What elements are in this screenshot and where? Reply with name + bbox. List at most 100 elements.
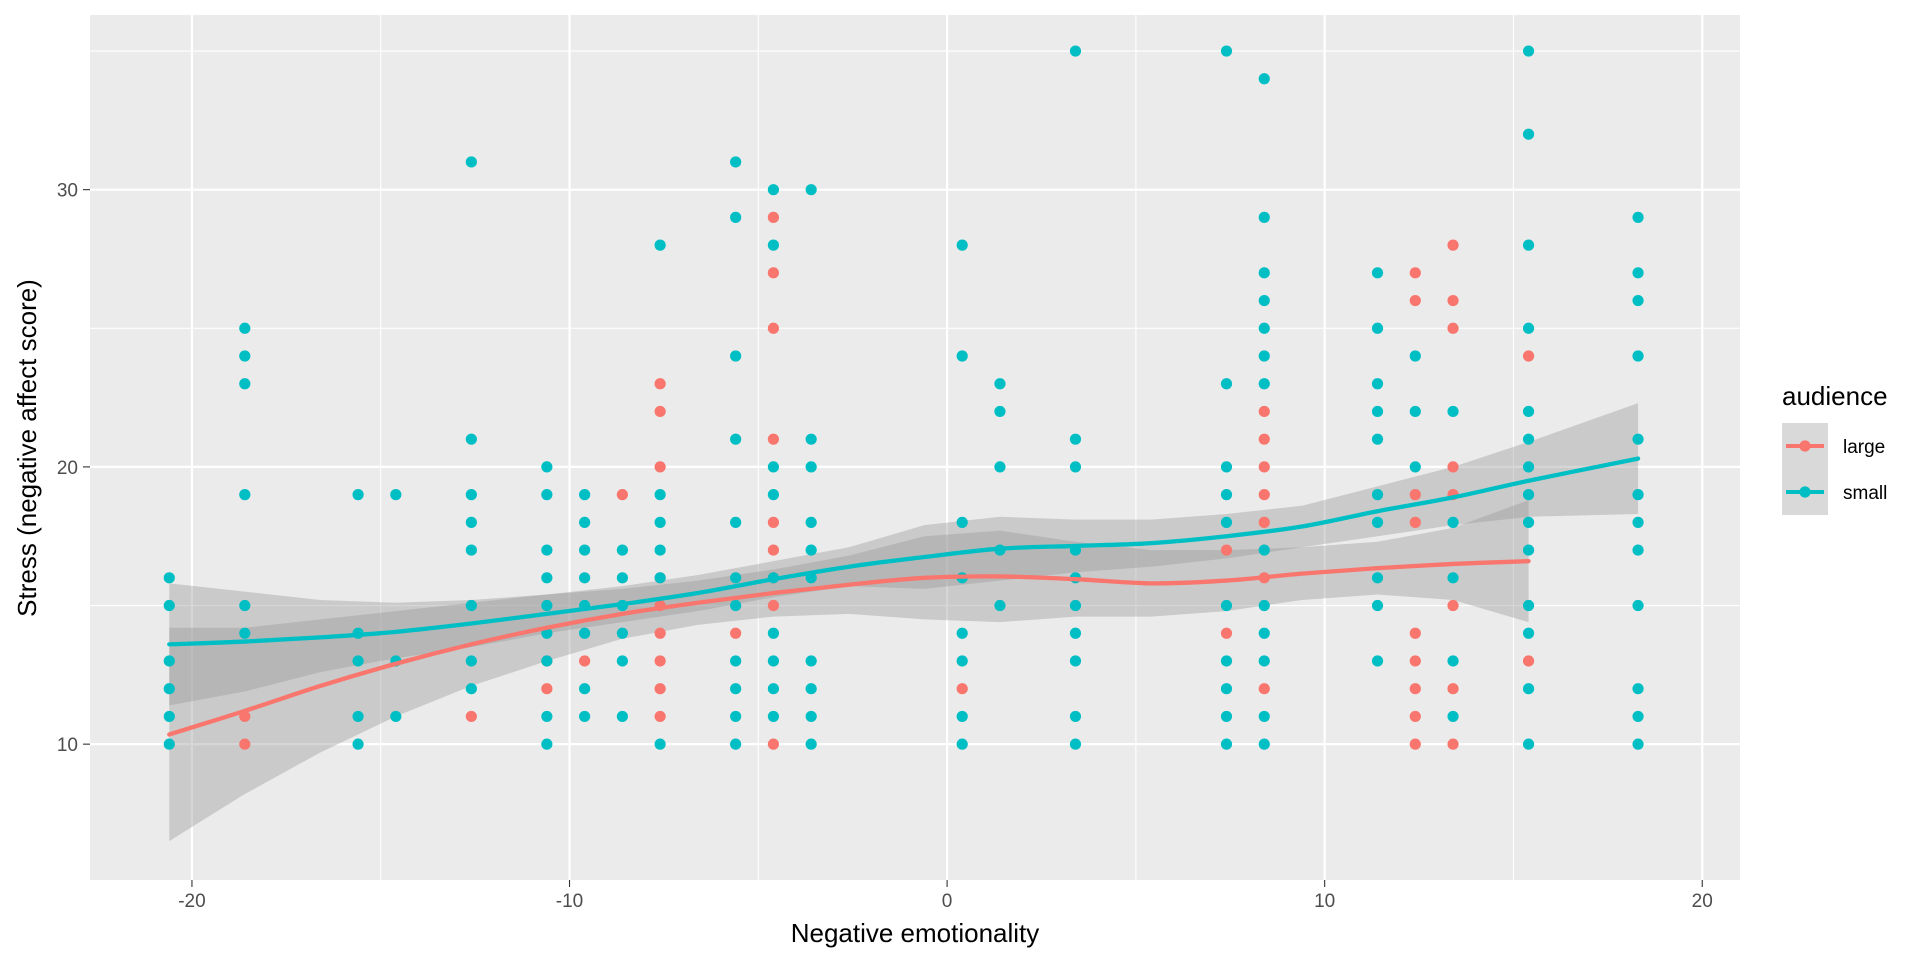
data-point-large xyxy=(1409,627,1421,639)
data-point-large xyxy=(1409,738,1421,750)
data-point-small xyxy=(579,710,591,723)
data-point-small xyxy=(1258,544,1270,556)
data-point-small xyxy=(616,544,628,556)
data-point-small xyxy=(1371,599,1384,612)
data-point-small xyxy=(541,544,553,556)
legend: audience large small xyxy=(1782,381,1888,515)
data-point-small xyxy=(465,156,477,168)
data-point-small xyxy=(767,710,780,723)
data-point-small xyxy=(1258,599,1270,612)
data-point-small xyxy=(1371,489,1384,501)
data-point-small xyxy=(163,572,175,584)
data-point-small xyxy=(616,627,628,639)
data-point-small xyxy=(1069,599,1082,612)
data-point-large xyxy=(1409,294,1421,307)
data-point-large xyxy=(1258,405,1270,418)
data-point-large xyxy=(1258,489,1270,501)
data-point-large xyxy=(730,627,742,639)
data-point-large xyxy=(1258,461,1270,473)
legend-key-point-small xyxy=(1799,486,1811,498)
data-point-small xyxy=(1258,738,1270,750)
data-point-small xyxy=(805,683,817,695)
data-point-large xyxy=(1522,655,1535,667)
data-point-large xyxy=(1409,683,1421,695)
data-point-small xyxy=(730,738,742,750)
data-point-large xyxy=(541,683,553,695)
data-point-small xyxy=(1220,599,1233,612)
data-point-large xyxy=(654,405,666,418)
data-point-small xyxy=(465,599,477,612)
data-point-small xyxy=(239,489,251,501)
data-point-small xyxy=(1632,267,1644,279)
data-point-small xyxy=(1522,544,1535,556)
data-point-small xyxy=(1447,655,1459,667)
data-point-large xyxy=(654,655,666,667)
data-point-small xyxy=(654,239,666,251)
data-point-small xyxy=(163,599,175,612)
data-point-small xyxy=(730,350,742,362)
data-point-small xyxy=(730,433,742,445)
data-point-small xyxy=(654,572,666,584)
confidence-band-large xyxy=(169,500,1529,842)
data-point-small xyxy=(805,516,817,528)
data-point-large xyxy=(1447,683,1459,695)
data-point-small xyxy=(956,239,968,251)
data-point-small xyxy=(239,599,251,612)
data-point-large xyxy=(767,267,780,279)
data-point-small xyxy=(767,461,780,473)
data-point-large xyxy=(1409,267,1421,279)
data-point-small xyxy=(1258,655,1270,667)
data-point-small xyxy=(805,184,817,196)
y-axis-title: Stress (negative affect score) xyxy=(12,279,42,617)
data-point-small xyxy=(1371,267,1384,279)
data-point-small xyxy=(1258,294,1270,307)
data-point-small xyxy=(956,655,968,667)
data-point-large xyxy=(654,710,666,723)
data-point-small xyxy=(1069,627,1082,639)
x-axis-title: Negative emotionality xyxy=(791,918,1040,948)
data-point-small xyxy=(730,516,742,528)
data-point-small xyxy=(1409,405,1421,418)
data-point-small xyxy=(1371,433,1384,445)
smooth-line-large xyxy=(167,559,1531,737)
data-point-small xyxy=(579,683,591,695)
data-point-small xyxy=(541,738,553,750)
x-tick-label: 20 xyxy=(1692,891,1713,912)
data-point-small xyxy=(1371,516,1384,528)
data-point-small xyxy=(616,572,628,584)
data-point-small xyxy=(579,516,591,528)
data-point-small xyxy=(163,710,175,723)
data-point-large xyxy=(1409,516,1421,528)
data-point-small xyxy=(1220,45,1233,57)
data-point-large xyxy=(654,461,666,473)
data-point-small xyxy=(390,710,402,723)
data-point-small xyxy=(1447,710,1459,723)
data-point-small xyxy=(1409,461,1421,473)
minor-gridlines xyxy=(90,15,1740,880)
data-point-large xyxy=(956,683,968,695)
data-point-small xyxy=(1447,572,1459,584)
data-point-small xyxy=(1371,378,1384,390)
data-point-small xyxy=(1632,544,1644,556)
data-point-small xyxy=(1258,73,1270,85)
data-point-small xyxy=(1220,655,1233,667)
data-point-small xyxy=(239,378,251,390)
data-point-small xyxy=(994,599,1006,612)
data-point-small xyxy=(579,544,591,556)
data-point-small xyxy=(730,572,742,584)
data-point-small xyxy=(465,489,477,501)
data-point-small xyxy=(390,489,402,501)
data-point-large xyxy=(654,627,666,639)
data-point-large xyxy=(1447,322,1459,334)
data-point-small xyxy=(1371,405,1384,418)
data-point-small xyxy=(1522,128,1535,140)
data-point-small xyxy=(579,489,591,501)
legend-title: audience xyxy=(1782,381,1888,411)
data-point-small xyxy=(1258,322,1270,334)
data-point-large xyxy=(1409,489,1421,501)
data-point-large xyxy=(767,544,780,556)
data-point-small xyxy=(1220,378,1233,390)
y-tick-label: 20 xyxy=(57,458,78,479)
data-point-large xyxy=(654,683,666,695)
